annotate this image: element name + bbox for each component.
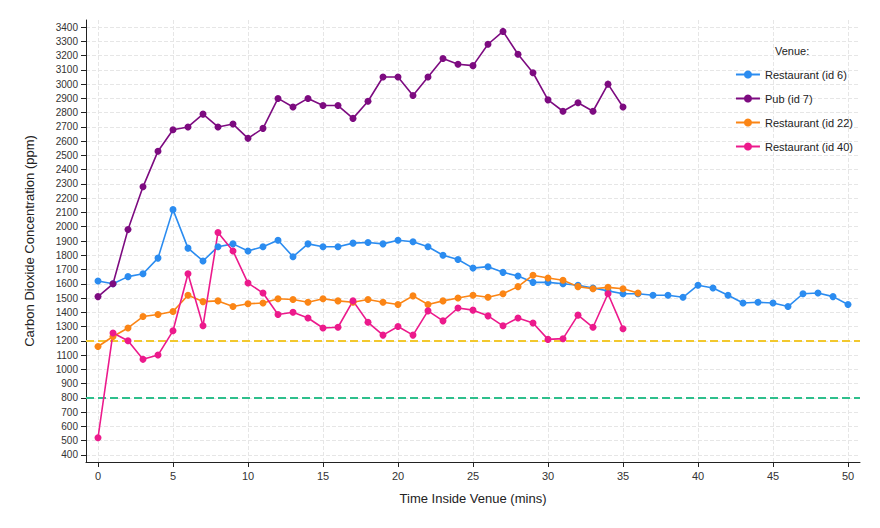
svg-text:15: 15: [317, 470, 329, 482]
svg-text:1900: 1900: [56, 236, 79, 247]
svg-text:1000: 1000: [56, 364, 79, 375]
svg-text:3100: 3100: [56, 64, 79, 75]
svg-text:Restaurant (id 40): Restaurant (id 40): [765, 141, 853, 153]
svg-text:Restaurant (id 22): Restaurant (id 22): [765, 117, 853, 129]
svg-text:0: 0: [95, 470, 101, 482]
svg-text:2500: 2500: [56, 150, 79, 161]
svg-text:2100: 2100: [56, 207, 79, 218]
svg-text:2800: 2800: [56, 107, 79, 118]
svg-text:Restaurant (id 6): Restaurant (id 6): [765, 69, 847, 81]
svg-text:Time Inside Venue (mins): Time Inside Venue (mins): [400, 491, 547, 506]
svg-text:50: 50: [842, 470, 854, 482]
svg-text:1300: 1300: [56, 321, 79, 332]
svg-text:40: 40: [692, 470, 704, 482]
svg-text:1500: 1500: [56, 293, 79, 304]
svg-text:45: 45: [767, 470, 779, 482]
svg-text:1600: 1600: [56, 278, 79, 289]
svg-text:25: 25: [467, 470, 479, 482]
svg-text:600: 600: [61, 421, 78, 432]
svg-text:1700: 1700: [56, 264, 79, 275]
svg-text:30: 30: [542, 470, 554, 482]
svg-text:1400: 1400: [56, 307, 79, 318]
svg-text:3000: 3000: [56, 79, 79, 90]
svg-text:2300: 2300: [56, 178, 79, 189]
svg-text:Pub (id 7): Pub (id 7): [765, 93, 813, 105]
svg-text:2400: 2400: [56, 164, 79, 175]
svg-text:2700: 2700: [56, 121, 79, 132]
svg-text:1200: 1200: [56, 335, 79, 346]
svg-text:3300: 3300: [56, 36, 79, 47]
svg-text:2600: 2600: [56, 136, 79, 147]
svg-text:800: 800: [61, 392, 78, 403]
svg-text:2900: 2900: [56, 93, 79, 104]
svg-text:3400: 3400: [56, 22, 79, 33]
svg-text:700: 700: [61, 407, 78, 418]
svg-text:5: 5: [170, 470, 176, 482]
svg-text:Carbon Dioxide Concentration (: Carbon Dioxide Concentration (ppm): [22, 135, 37, 347]
svg-text:Venue:: Venue:: [775, 45, 809, 57]
svg-text:500: 500: [61, 435, 78, 446]
svg-text:900: 900: [61, 378, 78, 389]
svg-text:35: 35: [617, 470, 629, 482]
svg-text:2000: 2000: [56, 221, 79, 232]
svg-text:10: 10: [242, 470, 254, 482]
svg-text:3200: 3200: [56, 50, 79, 61]
svg-text:2200: 2200: [56, 193, 79, 204]
svg-text:1800: 1800: [56, 250, 79, 261]
svg-text:400: 400: [61, 449, 78, 460]
svg-text:20: 20: [392, 470, 404, 482]
svg-text:1100: 1100: [56, 350, 78, 361]
